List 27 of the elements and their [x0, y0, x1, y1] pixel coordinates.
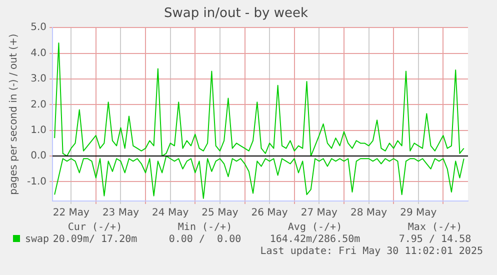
- text: Last update: Fri May 30 11:02:01 2025: [260, 246, 483, 257]
- y-axis-title: pages per second in (-) / out (+): [8, 34, 20, 195]
- y-tick-label: 4.0: [30, 48, 47, 59]
- y-tick-label: 1.0: [30, 124, 47, 136]
- x-tick-label: 29 May: [400, 208, 437, 219]
- text: Max (-/+): [408, 222, 462, 233]
- text: Cur (-/+): [68, 222, 122, 233]
- y-tick-label: 0.0: [30, 150, 47, 162]
- x-tick-label: 27 May: [300, 208, 338, 219]
- text: 164.42m/286.50m: [270, 234, 360, 245]
- x-tick-label: 28 May: [350, 208, 388, 219]
- x-tick-label: 26 May: [251, 208, 288, 219]
- text: 7.95 / 14.58: [398, 234, 472, 245]
- text: 0.00 / 0.00: [168, 234, 242, 245]
- x-tick-label: 25 May: [202, 208, 238, 219]
- text: 20.09m/ 17.20m: [52, 234, 138, 245]
- y-tick-label: 5.0: [30, 22, 47, 34]
- text: Avg (-/+): [288, 222, 342, 233]
- legend-label: swap: [24, 234, 50, 245]
- x-tick-label: 23 May: [102, 208, 140, 219]
- text: Min (-/+): [178, 222, 232, 233]
- y-tick-label: 2.0: [30, 99, 47, 110]
- y-tick-label: 3.0: [30, 74, 47, 85]
- y-tick-label: -1.0: [26, 176, 47, 188]
- chart-title: Swap in/out - by week: [164, 6, 308, 22]
- x-tick-label: 22 May: [52, 208, 90, 219]
- x-tick-label: 24 May: [152, 208, 189, 219]
